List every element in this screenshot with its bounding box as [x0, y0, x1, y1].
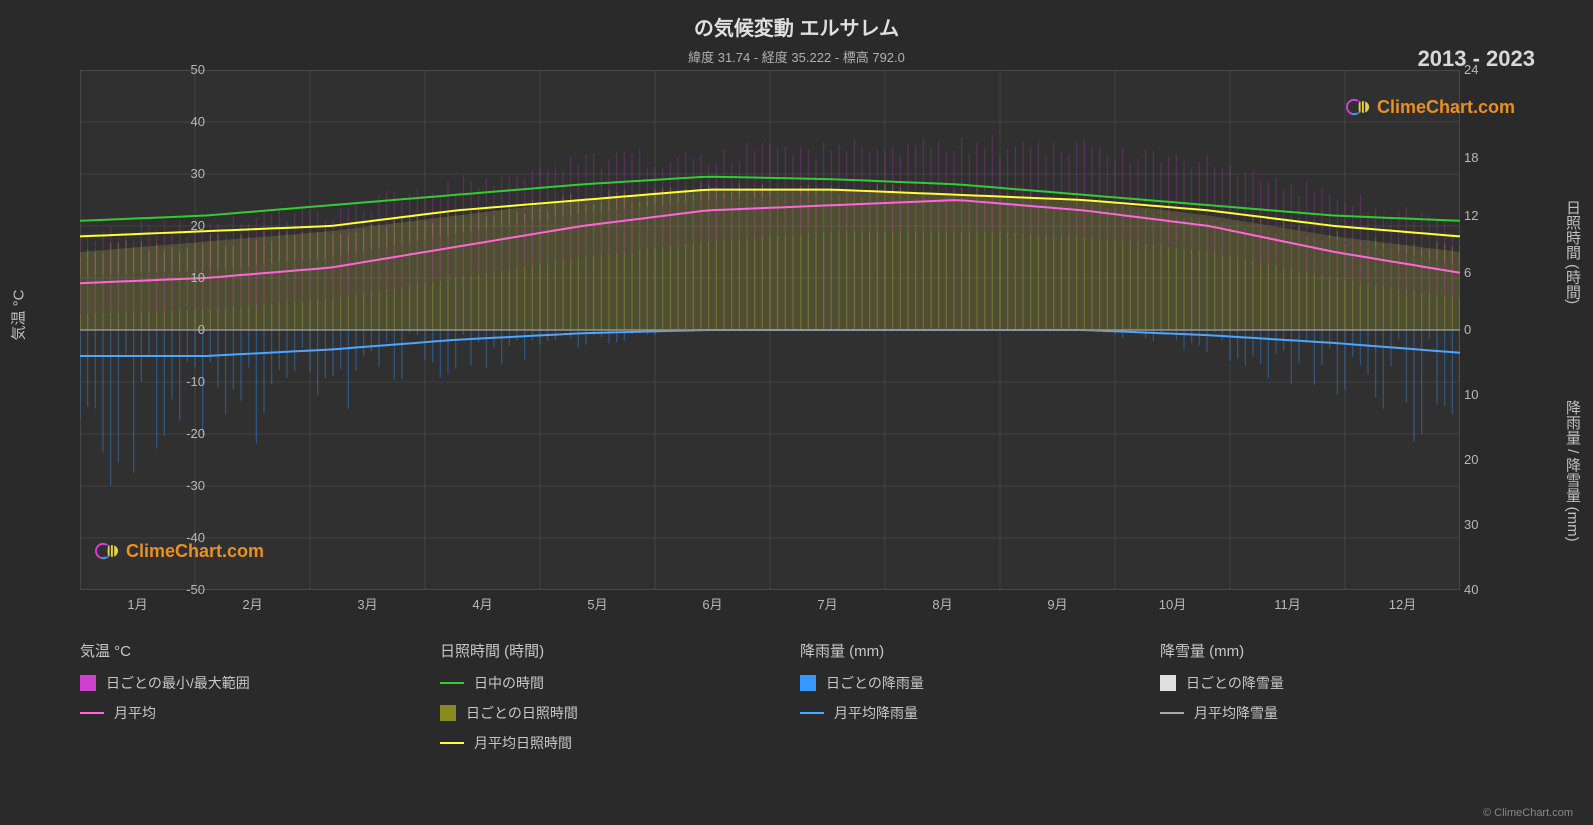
legend-item: 日ごとの降雪量: [1160, 673, 1480, 693]
y-tick-right-sun: 24: [1464, 62, 1478, 77]
legend-item: 日ごとの降雨量: [800, 673, 1120, 693]
legend-item: 日中の時間: [440, 673, 760, 693]
watermark-logo-icon: [94, 538, 120, 564]
legend-label: 月平均降雪量: [1194, 703, 1278, 723]
legend-header: 日照時間 (時間): [440, 640, 760, 661]
x-tick-month: 12月: [1389, 594, 1416, 613]
y-tick-left: 0: [165, 322, 205, 337]
x-tick-month: 9月: [1047, 594, 1067, 613]
y-tick-left: 50: [165, 62, 205, 77]
legend-line-icon: [440, 742, 464, 744]
legend-label: 月平均降雨量: [834, 703, 918, 723]
y-tick-left: -30: [165, 478, 205, 493]
plot-svg: [80, 70, 1460, 590]
legend-item: 日ごとの日照時間: [440, 703, 760, 723]
y-tick-left: -10: [165, 374, 205, 389]
legend-column: 日照時間 (時間) 日中の時間日ごとの日照時間月平均日照時間: [440, 640, 760, 763]
legend-label: 日ごとの最小/最大範囲: [106, 673, 250, 693]
legend-item: 月平均: [80, 703, 400, 723]
x-tick-month: 6月: [702, 594, 722, 613]
legend-line-icon: [80, 712, 104, 714]
legend-item: 月平均降雪量: [1160, 703, 1480, 723]
y-tick-right-sun: 12: [1464, 208, 1478, 223]
x-tick-month: 3月: [357, 594, 377, 613]
x-tick-month: 7月: [817, 594, 837, 613]
legend-swatch-icon: [800, 675, 816, 691]
legend-label: 日ごとの降雪量: [1186, 673, 1284, 693]
y-tick-right-rain: 20: [1464, 452, 1478, 467]
watermark-top: ClimeChart.com: [1345, 94, 1515, 120]
legend-line-icon: [440, 682, 464, 684]
y-tick-left: -50: [165, 582, 205, 597]
y-tick-right-sun: 0: [1464, 322, 1471, 337]
y-tick-left: 40: [165, 114, 205, 129]
legend-column: 気温 °C 日ごとの最小/最大範囲月平均: [80, 640, 400, 763]
legend-label: 日ごとの降雨量: [826, 673, 924, 693]
y-tick-left: 30: [165, 166, 205, 181]
legend-column: 降雨量 (mm) 日ごとの降雨量月平均降雨量: [800, 640, 1120, 763]
legend-swatch-icon: [80, 675, 96, 691]
x-tick-month: 4月: [472, 594, 492, 613]
legend-line-icon: [800, 712, 824, 714]
y-tick-right-sun: 18: [1464, 150, 1478, 165]
y-tick-left: 10: [165, 270, 205, 285]
legend-item: 日ごとの最小/最大範囲: [80, 673, 400, 693]
y-tick-left: -20: [165, 426, 205, 441]
legend-item: 月平均日照時間: [440, 733, 760, 753]
credit-text: © ClimeChart.com: [1483, 807, 1573, 819]
legend-label: 月平均日照時間: [474, 733, 572, 753]
chart-subtitle: 緯度 31.74 - 経度 35.222 - 標高 792.0: [0, 41, 1593, 66]
x-tick-month: 10月: [1159, 594, 1186, 613]
y-tick-right-sun: 6: [1464, 265, 1471, 280]
legend-swatch-icon: [440, 705, 456, 721]
legend-column: 降雪量 (mm) 日ごとの降雪量月平均降雪量: [1160, 640, 1480, 763]
y-tick-right-rain: 10: [1464, 387, 1478, 402]
x-tick-month: 1月: [127, 594, 147, 613]
legend-header: 降雨量 (mm): [800, 640, 1120, 661]
chart-title: の気候変動 エルサレム: [0, 0, 1593, 41]
x-tick-month: 5月: [587, 594, 607, 613]
legend-label: 月平均: [114, 703, 156, 723]
legend: 気温 °C 日ごとの最小/最大範囲月平均 日照時間 (時間) 日中の時間日ごとの日照時…: [80, 640, 1480, 763]
y-tick-right-rain: 40: [1464, 582, 1478, 597]
x-tick-month: 8月: [932, 594, 952, 613]
y-tick-left: -40: [165, 530, 205, 545]
legend-line-icon: [1160, 712, 1184, 714]
x-tick-month: 11月: [1274, 594, 1301, 613]
climate-chart: の気候変動 エルサレム 緯度 31.74 - 経度 35.222 - 標高 79…: [0, 0, 1593, 825]
y-axis-left-label: 気温 °C: [8, 290, 29, 341]
legend-item: 月平均降雨量: [800, 703, 1120, 723]
y-axis-right-bottom-label: 降雨量 / 降雪量 (mm): [1562, 400, 1583, 542]
y-tick-left: 20: [165, 218, 205, 233]
x-tick-month: 2月: [242, 594, 262, 613]
watermark-logo-icon: [1345, 94, 1371, 120]
legend-header: 気温 °C: [80, 640, 400, 661]
y-axis-right-top-label: 日照時間 (時間): [1562, 200, 1583, 304]
legend-label: 日中の時間: [474, 673, 544, 693]
legend-label: 日ごとの日照時間: [466, 703, 578, 723]
legend-header: 降雪量 (mm): [1160, 640, 1480, 661]
legend-swatch-icon: [1160, 675, 1176, 691]
plot-area: [80, 70, 1460, 590]
y-tick-right-rain: 30: [1464, 517, 1478, 532]
watermark-text: ClimeChart.com: [1377, 97, 1515, 118]
